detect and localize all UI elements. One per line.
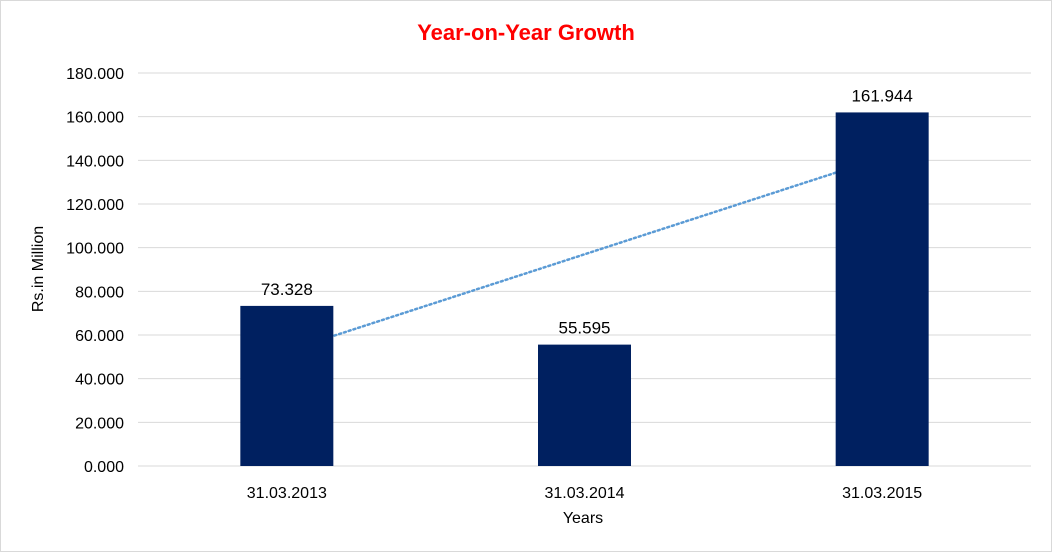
- y-tick-label-8: 160.000: [66, 110, 124, 127]
- y-tick-label-0: 0.000: [84, 459, 124, 476]
- trendline: [285, 156, 884, 353]
- y-tick-label-3: 60.000: [75, 328, 124, 345]
- data-label-0: 73.328: [261, 280, 313, 299]
- y-axis-title: Rs.in Million: [30, 226, 47, 312]
- bar-0: [240, 305, 334, 466]
- bar-2: [835, 112, 929, 466]
- x-tick-label-0: 31.03.2013: [247, 485, 327, 502]
- y-tick-label-5: 100.000: [66, 241, 124, 258]
- x-tick-label-2: 31.03.2015: [842, 485, 922, 502]
- y-tick-label-7: 140.000: [66, 153, 124, 170]
- data-label-2: 161.944: [851, 86, 912, 105]
- y-axis-ticks: 0.000 20.000 40.000 60.000 80.000 100.000 120.…: [66, 66, 124, 476]
- x-axis-ticks: 31.03.2013 31.03.2014 31.03.2015: [247, 485, 923, 502]
- trendline-layer: [285, 156, 884, 353]
- data-label-1: 55.595: [559, 319, 611, 338]
- y-tick-label-2: 40.000: [75, 372, 124, 389]
- chart-title: Year-on-Year Growth: [417, 20, 635, 45]
- y-tick-label-6: 120.000: [66, 197, 124, 214]
- y-tick-label-1: 20.000: [75, 415, 124, 432]
- data-labels: 73.328 55.595 161.944: [261, 86, 913, 337]
- bar-1: [538, 344, 631, 466]
- x-tick-label-1: 31.03.2014: [544, 485, 624, 502]
- x-axis-title: Years: [563, 510, 603, 527]
- bars: [240, 112, 929, 466]
- y-tick-label-9: 180.000: [66, 66, 124, 83]
- y-tick-label-4: 80.000: [75, 284, 124, 301]
